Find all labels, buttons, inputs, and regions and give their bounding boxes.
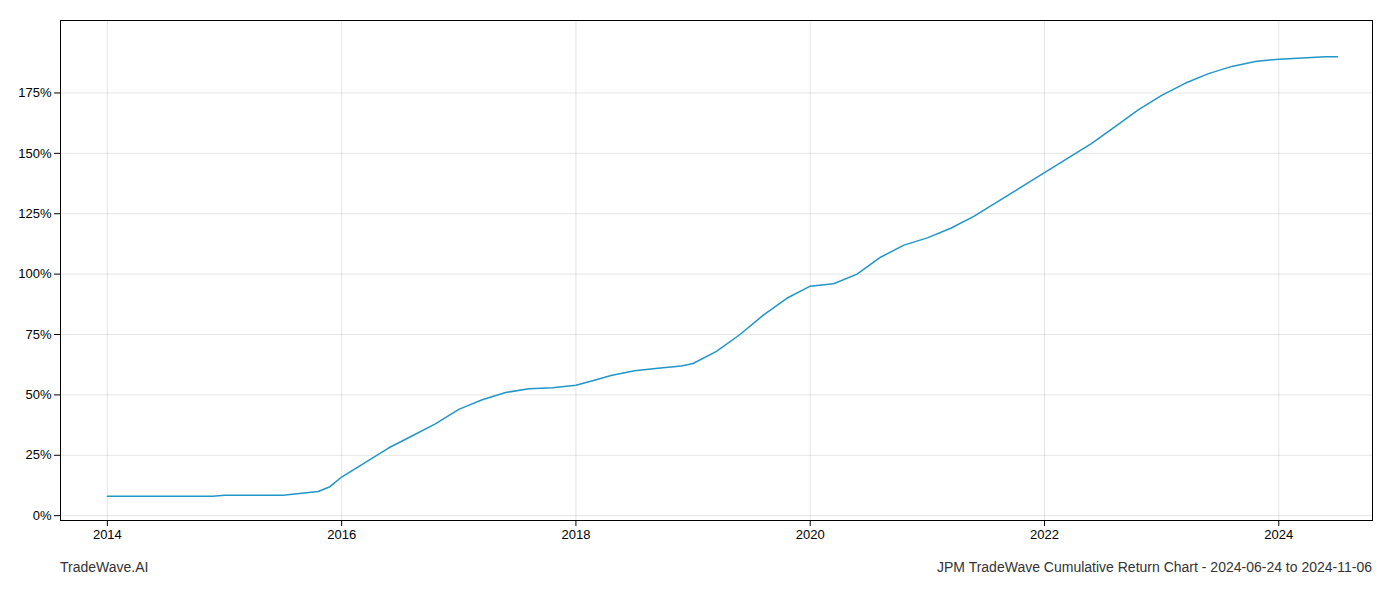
svg-text:75%: 75% (25, 327, 51, 342)
svg-text:100%: 100% (18, 266, 52, 281)
html-text:JPM TradeWave Cumulative Retur: JPM TradeWave Cumulative Return Chart - … (937, 559, 1372, 575)
svg-text:2020: 2020 (796, 527, 825, 542)
svg-text:2016: 2016 (327, 527, 356, 542)
svg-text:150%: 150% (18, 146, 52, 161)
svg-text:2014: 2014 (93, 527, 122, 542)
svg-text:2022: 2022 (1030, 527, 1059, 542)
html-text:TradeWave.AI: TradeWave.AI (60, 559, 149, 575)
svg-text:2024: 2024 (1264, 527, 1293, 542)
svg-text:175%: 175% (18, 85, 52, 100)
svg-text:125%: 125% (18, 206, 52, 221)
svg-text:2018: 2018 (561, 527, 590, 542)
svg-text:50%: 50% (25, 387, 51, 402)
svg-text:0%: 0% (33, 508, 52, 523)
svg-text:25%: 25% (25, 447, 51, 462)
